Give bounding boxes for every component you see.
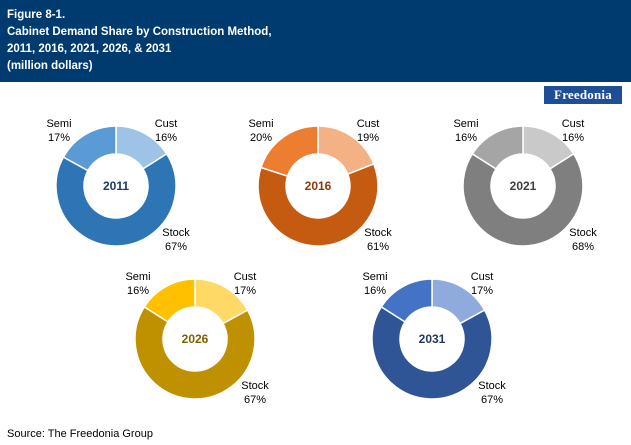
figure-header: Figure 8-1. Cabinet Demand Share by Cons… xyxy=(0,0,631,82)
donut-2031-semi-name: Semi xyxy=(362,271,387,283)
donut-2031-slice-semi xyxy=(380,278,433,323)
donut-2031-cust-name: Cust xyxy=(471,271,494,283)
donut-2016-stock-name: Stock xyxy=(364,227,392,239)
donut-2021-cust-pct: 16% xyxy=(562,132,584,144)
donut-2031-stock-pct: 67% xyxy=(481,394,503,406)
donut-2016-slice-stock xyxy=(257,162,379,247)
donut-2031-semi-pct: 16% xyxy=(364,285,386,297)
source-note: Source: The Freedonia Group xyxy=(7,428,153,440)
freedonia-logo: Freedonia xyxy=(544,86,622,104)
donut-2021-slice-stock xyxy=(462,152,584,247)
donut-2011-center-label: 2011 xyxy=(103,179,129,193)
donut-2031-slice-stock xyxy=(371,305,493,400)
donut-2016-cust-pct: 19% xyxy=(357,132,379,144)
donut-2026-slice-stock xyxy=(134,305,256,400)
donut-2021-stock-name: Stock xyxy=(569,227,597,239)
donut-2026-center-label: 2026 xyxy=(182,332,209,346)
donut-2021-semi-name: Semi xyxy=(453,118,478,130)
donut-2016-semi-name: Semi xyxy=(248,118,273,130)
donut-2021-center-label: 2021 xyxy=(510,179,537,193)
donut-2026-stock-pct: 67% xyxy=(244,394,266,406)
donut-2031-stock-name: Stock xyxy=(478,380,506,392)
donut-2021-stock-pct: 68% xyxy=(572,241,594,253)
donut-2011-stock-pct: 67% xyxy=(165,241,187,253)
donut-2011-slice-stock xyxy=(55,152,177,247)
donut-2021-slice-semi xyxy=(471,125,524,170)
donut-2026-semi-name: Semi xyxy=(125,271,150,283)
donut-2026-cust-name: Cust xyxy=(234,271,257,283)
donut-2016-stock-pct: 61% xyxy=(367,241,389,253)
donut-2011-cust-name: Cust xyxy=(155,118,178,130)
donut-2016-cust-name: Cust xyxy=(357,118,380,130)
figure-title-line2: 2011, 2016, 2021, 2026, & 2031 xyxy=(7,43,172,55)
donut-2031-center-label: 2031 xyxy=(419,332,446,346)
donut-2011-slice-semi xyxy=(62,125,117,172)
donut-2011-stock-name: Stock xyxy=(162,227,190,239)
figure-label: Figure 8-1. xyxy=(7,9,66,21)
donut-2016-semi-pct: 20% xyxy=(250,132,272,144)
figure-title-line3: (million dollars) xyxy=(7,60,93,72)
donut-2016-slice-semi xyxy=(259,125,319,178)
donut-2016-center-label: 2016 xyxy=(305,179,332,193)
donut-2021-semi-pct: 16% xyxy=(455,132,477,144)
donut-2026-stock-name: Stock xyxy=(241,380,269,392)
donut-2026-cust-pct: 17% xyxy=(234,285,256,297)
donut-2011-semi-name: Semi xyxy=(46,118,71,130)
donut-2011-cust-pct: 16% xyxy=(155,132,177,144)
donut-2021-cust-name: Cust xyxy=(562,118,585,130)
figure-title-line1: Cabinet Demand Share by Construction Met… xyxy=(7,26,272,38)
donut-2026-semi-pct: 16% xyxy=(127,285,149,297)
donut-2031-cust-pct: 17% xyxy=(471,285,493,297)
donut-2011-semi-pct: 17% xyxy=(48,132,70,144)
donut-2026-slice-semi xyxy=(143,278,196,323)
